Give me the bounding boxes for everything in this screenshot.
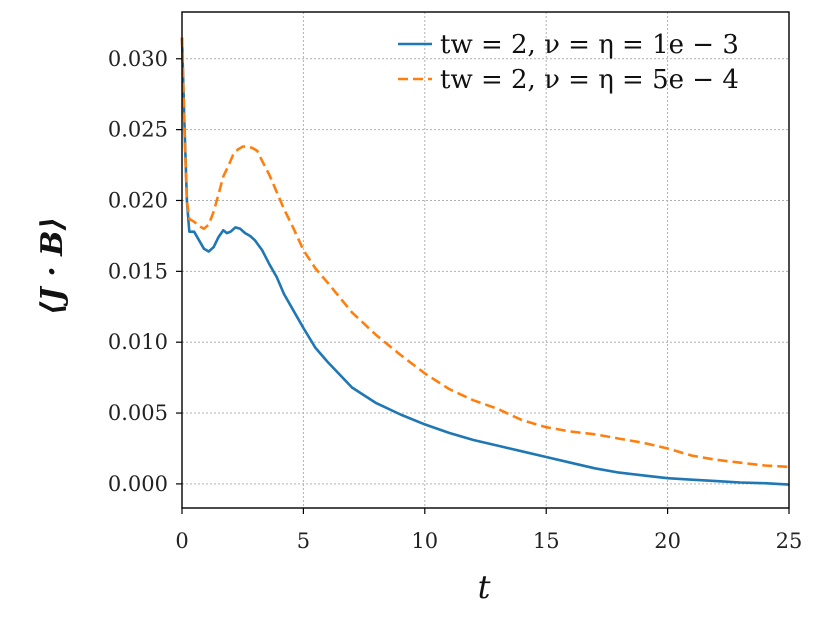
y-tick-label: 0.030	[108, 47, 168, 71]
x-tick-label: 20	[654, 529, 681, 553]
series-lines	[180, 37, 790, 486]
series-line-1	[180, 37, 790, 486]
y-tick-label: 0.010	[108, 330, 168, 354]
x-tick-label: 5	[297, 529, 310, 553]
x-axis-ticks: 0 5 10 15 20 25	[175, 508, 802, 553]
legend: tw = 2, ν = η = 1e − 3 tw = 2, ν = η = 5e…	[398, 30, 739, 95]
x-tick-label: 15	[533, 529, 560, 553]
series-line-2	[180, 37, 790, 469]
y-tick-label: 0.025	[108, 118, 168, 142]
x-tick-label: 10	[411, 529, 438, 553]
grid-lines	[181, 12, 790, 508]
y-tick-label: 0.005	[108, 401, 168, 425]
y-axis-label: ⟨J · B⟩	[35, 217, 70, 315]
y-tick-label: 0.000	[108, 472, 168, 496]
y-tick-label: 0.020	[108, 188, 168, 212]
x-tick-label: 25	[776, 529, 803, 553]
legend-label-2: tw = 2, ν = η = 5e − 4	[440, 65, 739, 95]
x-tick-label: 0	[175, 529, 188, 553]
x-axis-label: t	[478, 568, 491, 606]
plot-frame	[181, 11, 790, 509]
y-tick-label: 0.015	[108, 259, 168, 283]
y-axis-ticks: 0.000 0.005 0.010 0.015 0.020 0.025 0.030	[108, 47, 182, 496]
legend-label-1: tw = 2, ν = η = 1e − 3	[440, 30, 739, 60]
